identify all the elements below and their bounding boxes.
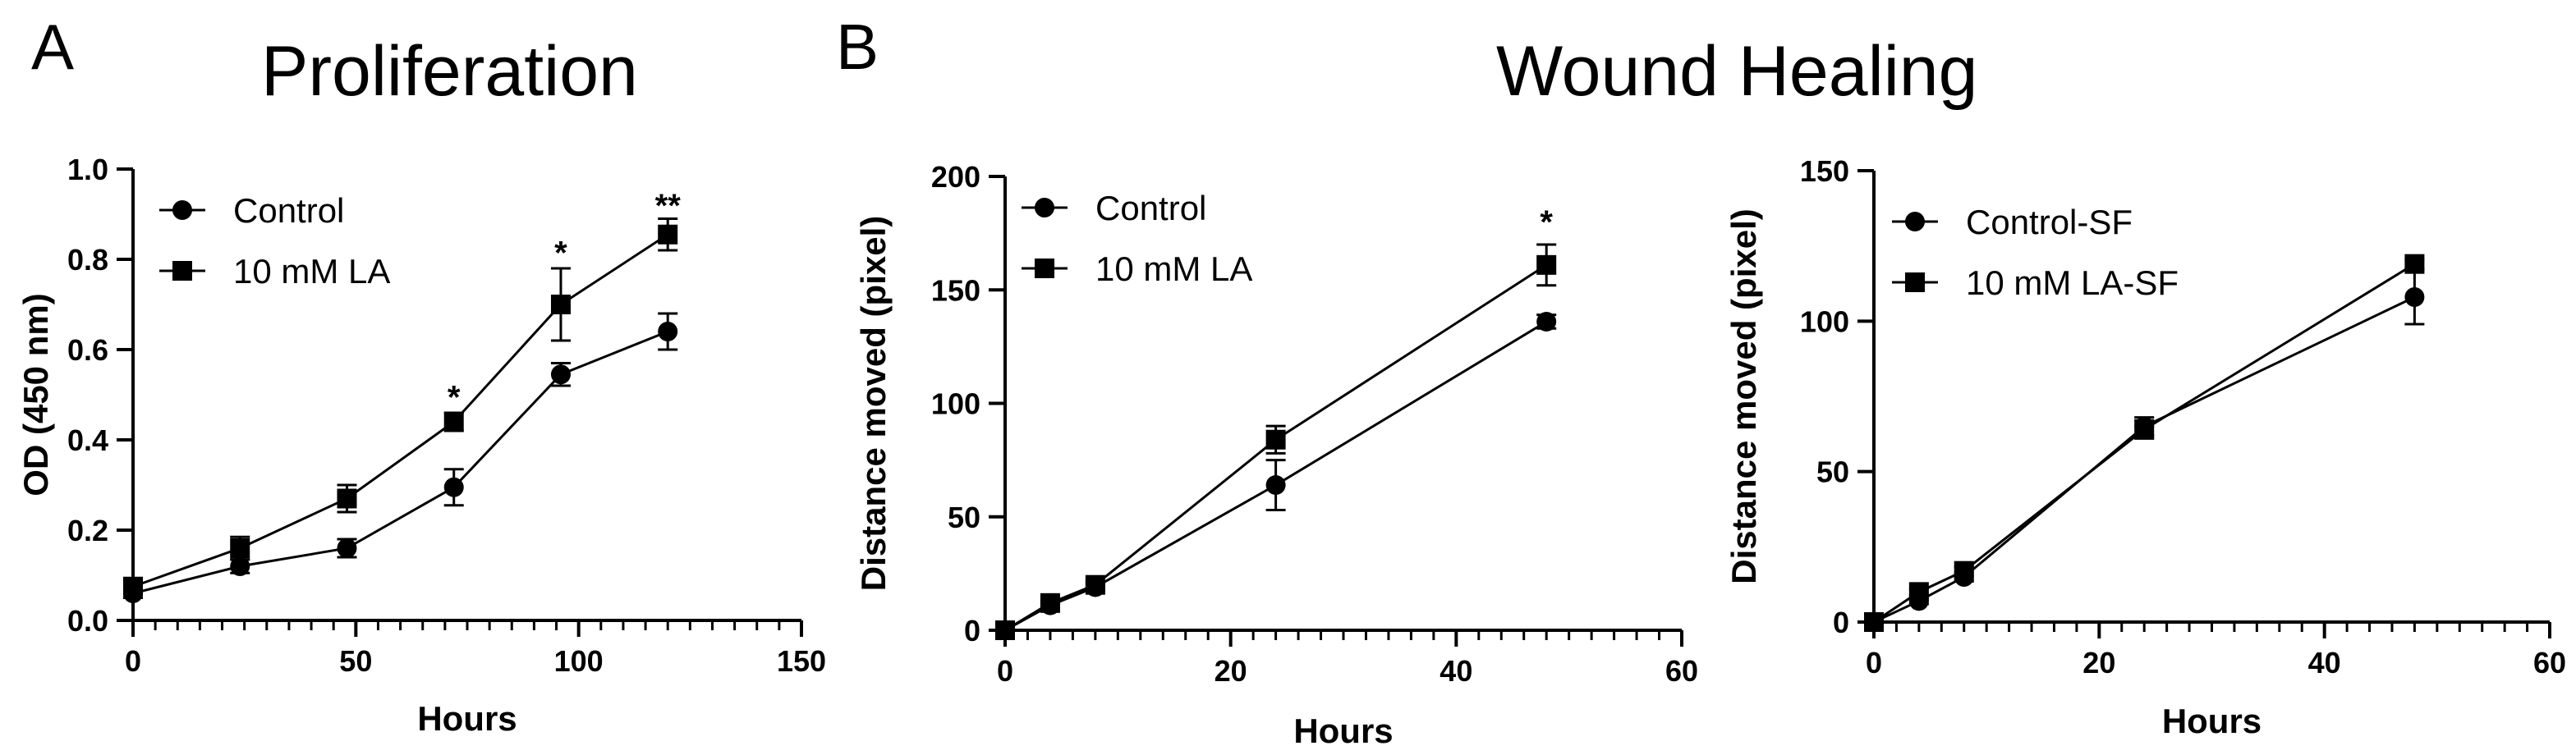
panel-b-letter: B (836, 11, 879, 83)
chart1-data-point (658, 224, 678, 245)
chart2-x-tick-label: 0 (997, 654, 1013, 688)
chart2-data-point (1536, 254, 1557, 275)
chart1-y-axis-title: OD (450 nm) (16, 293, 55, 496)
chart2-legend-marker (1035, 198, 1054, 217)
chart1-y-tick-label: 0.6 (67, 333, 108, 367)
chart3-x-axis-title: Hours (2162, 702, 2261, 740)
chart3-y-tick-label: 150 (1800, 154, 1849, 188)
chart2-series-2 (995, 243, 1557, 640)
chart1-legend-label: Control (233, 191, 344, 230)
chart1-series-1 (123, 312, 678, 603)
chart1-legend-label: 10 mM LA (233, 252, 390, 291)
chart1-data-point (443, 477, 464, 497)
chart1-data-point (550, 364, 571, 385)
chart1-y-tick-label: 0.2 (67, 514, 108, 547)
panel-a-letter: A (31, 11, 75, 83)
chart2-data-point (1040, 593, 1060, 613)
chart2-legend-marker (1035, 259, 1054, 278)
chart3-legend: Control-SF 10 mM LA-SF (1892, 203, 2179, 302)
chart1-series-line (132, 330, 668, 595)
chart3-data-point (2134, 419, 2155, 440)
chart-3: 0 20 40 60 0 50 100 150 Hours Distance moved (pix… (1724, 154, 2566, 740)
chart1-y-tick-label: 0.0 (67, 604, 108, 638)
chart1-data-point (337, 488, 357, 509)
chart2-data-point (1265, 429, 1286, 450)
chart-2: 0 20 40 60 0 50 100 150 200 Hours Distance moved (… (854, 160, 1698, 750)
chart2-legend-label: Control (1095, 189, 1206, 227)
chart1-y-tick-label: 0.4 (67, 423, 108, 457)
chart2-data-point (1265, 475, 1286, 496)
chart-1: 0 50 100 150 0.0 0.2 0.4 0.6 0.8 1.0 Hours OD (450 … (16, 153, 826, 738)
chart3-x-tick-label: 60 (2533, 646, 2566, 680)
chart2-y-tick-label: 150 (931, 273, 980, 307)
chart2-significance-mark: * (1540, 204, 1553, 240)
chart3-legend-label: 10 mM LA-SF (1966, 263, 2179, 302)
chart1-x-tick-label: 100 (554, 644, 604, 678)
chart2-x-tick-label: 20 (1215, 654, 1247, 688)
panel-b-title: Wound Healing (1496, 32, 1978, 111)
chart3-x-tick-label: 20 (2082, 646, 2115, 680)
chart2-x-tick-label: 60 (1665, 654, 1698, 688)
chart2-y-tick-label: 100 (931, 387, 980, 421)
chart1-significance-mark: * (448, 380, 461, 416)
chart3-legend-marker (1905, 272, 1925, 292)
chart1-legend: Control 10 mM LA (159, 191, 390, 291)
chart3-series-2 (1864, 254, 2425, 632)
chart2-x-axis-title: Hours (1293, 712, 1393, 750)
chart1-data-point (658, 322, 678, 341)
chart3-data-point (2404, 254, 2425, 274)
chart1-x-tick-label: 0 (125, 644, 141, 678)
chart1-y-tick-label: 1.0 (67, 153, 108, 186)
chart1-y-tick-label: 0.8 (67, 243, 108, 277)
chart3-x-tick-label: 40 (2308, 646, 2341, 680)
chart2-data-point (1536, 311, 1557, 332)
chart3-data-point (1954, 561, 1974, 581)
chart1-data-point (550, 295, 571, 314)
chart3-data-point (1908, 582, 1929, 602)
chart2-y-tick-label: 50 (948, 501, 980, 534)
chart1-legend-marker (172, 261, 192, 281)
chart1-series-2 (123, 217, 678, 597)
chart1-significance-mark: * (554, 236, 567, 272)
chart3-legend-marker (1905, 212, 1925, 231)
chart2-y-tick-label: 200 (931, 160, 980, 194)
chart2-data-point (1085, 574, 1105, 595)
chart1-legend-marker (172, 200, 192, 220)
chart3-y-tick-label: 100 (1800, 304, 1849, 338)
panel-a-title: Proliferation (261, 32, 638, 111)
chart3-y-tick-label: 50 (1816, 455, 1849, 489)
chart2-y-tick-label: 0 (964, 614, 980, 647)
chart3-data-point (2404, 287, 2425, 307)
chart2-legend: Control 10 mM LA (1022, 189, 1252, 288)
chart3-y-axis-title: Distance moved (pixel) (1724, 208, 1763, 583)
chart2-legend-label: 10 mM LA (1095, 249, 1252, 288)
chart1-series-line (132, 233, 669, 588)
chart1-data-point (230, 556, 250, 576)
chart1-data-point (443, 412, 464, 432)
chart1-data-point (337, 538, 357, 558)
chart3-y-tick-label: 0 (1833, 606, 1849, 639)
chart2-data-point (995, 620, 1015, 640)
chart1-x-axis-title: Hours (417, 699, 517, 738)
chart1-data-point (230, 538, 250, 558)
chart3-x-tick-label: 0 (1866, 646, 1882, 680)
chart1-x-tick-label: 150 (777, 644, 826, 678)
chart3-data-point (1864, 612, 1884, 632)
chart3-legend-label: Control-SF (1966, 203, 2133, 241)
chart2-x-tick-label: 40 (1440, 654, 1472, 688)
chart2-y-axis-title: Distance moved (pixel) (854, 216, 893, 591)
chart1-x-tick-label: 50 (339, 644, 372, 678)
chart1-significance-mark: ** (655, 188, 682, 224)
chart1-data-point (123, 576, 143, 597)
